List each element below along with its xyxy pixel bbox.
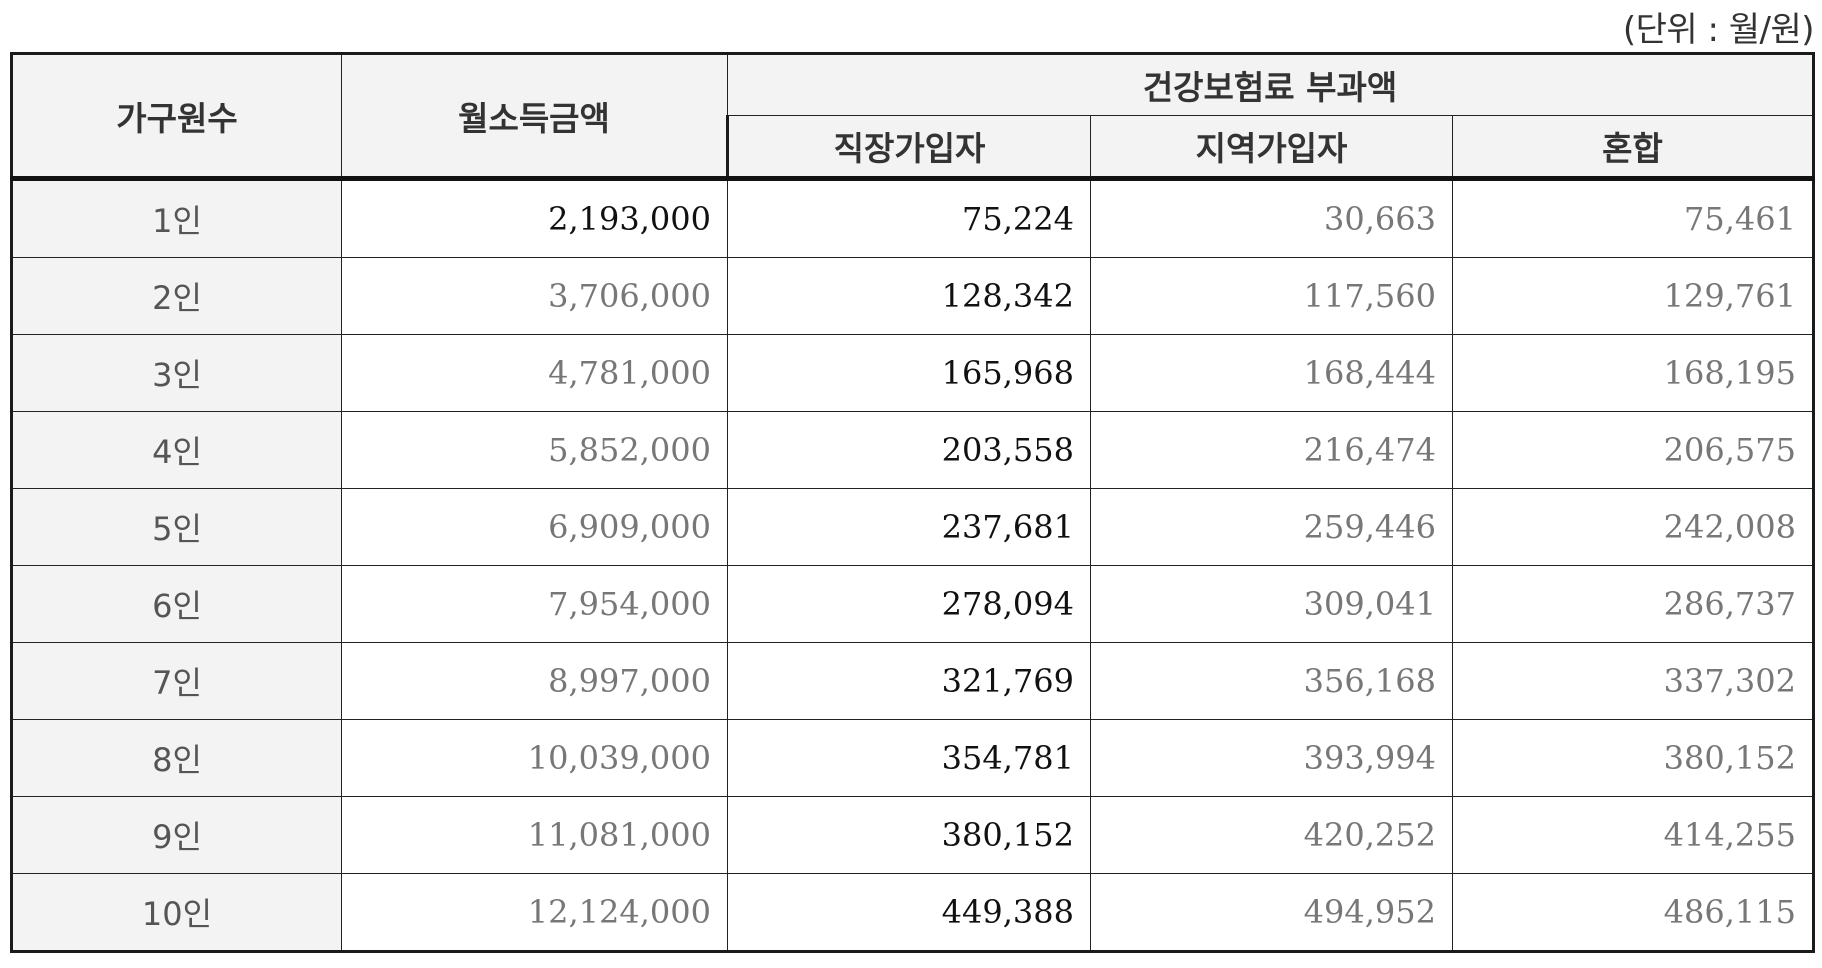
household-cell: 8인	[10, 719, 342, 797]
table-row: 3인 4,781,000 165,968 168,444 168,195	[10, 334, 1815, 412]
regional-cell: 117,560	[1090, 257, 1453, 335]
mixed-cell: 380,152	[1452, 719, 1815, 797]
mixed-cell: 242,008	[1452, 488, 1815, 566]
table-row: 10인 12,124,000 449,388 494,952 486,115	[10, 873, 1815, 953]
household-cell: 7인	[10, 642, 342, 720]
employee-cell: 449,388	[727, 873, 1091, 953]
income-cell: 2,193,000	[341, 178, 728, 258]
table-row: 6인 7,954,000 278,094 309,041 286,737	[10, 565, 1815, 643]
employee-cell: 278,094	[727, 565, 1091, 643]
header-premium-group: 건강보험료 부과액	[727, 52, 1815, 116]
table-row: 5인 6,909,000 237,681 259,446 242,008	[10, 488, 1815, 566]
income-cell: 11,081,000	[341, 796, 728, 874]
regional-cell: 420,252	[1090, 796, 1453, 874]
mixed-cell: 168,195	[1452, 334, 1815, 412]
household-cell: 1인	[10, 178, 342, 258]
income-cell: 10,039,000	[341, 719, 728, 797]
income-cell: 5,852,000	[341, 411, 728, 489]
header-income: 월소득금액	[341, 52, 728, 181]
table-row: 2인 3,706,000 128,342 117,560 129,761	[10, 257, 1815, 335]
employee-cell: 75,224	[727, 178, 1091, 258]
regional-cell: 259,446	[1090, 488, 1453, 566]
household-cell: 3인	[10, 334, 342, 412]
regional-cell: 216,474	[1090, 411, 1453, 489]
household-cell: 4인	[10, 411, 342, 489]
income-cell: 4,781,000	[341, 334, 728, 412]
mixed-cell: 286,737	[1452, 565, 1815, 643]
table-row: 4인 5,852,000 203,558 216,474 206,575	[10, 411, 1815, 489]
regional-cell: 30,663	[1090, 178, 1453, 258]
income-cell: 8,997,000	[341, 642, 728, 720]
employee-cell: 354,781	[727, 719, 1091, 797]
income-cell: 12,124,000	[341, 873, 728, 953]
unit-label: (단위 : 월/원)	[1622, 10, 1815, 50]
mixed-cell: 486,115	[1452, 873, 1815, 953]
header-regional: 지역가입자	[1090, 115, 1453, 181]
income-cell: 6,909,000	[341, 488, 728, 566]
employee-cell: 165,968	[727, 334, 1091, 412]
household-cell: 6인	[10, 565, 342, 643]
mixed-cell: 337,302	[1452, 642, 1815, 720]
regional-cell: 168,444	[1090, 334, 1453, 412]
mixed-cell: 129,761	[1452, 257, 1815, 335]
household-cell: 9인	[10, 796, 342, 874]
employee-cell: 237,681	[727, 488, 1091, 566]
table-row: 9인 11,081,000 380,152 420,252 414,255	[10, 796, 1815, 874]
income-cell: 7,954,000	[341, 565, 728, 643]
regional-cell: 309,041	[1090, 565, 1453, 643]
income-cell: 3,706,000	[341, 257, 728, 335]
employee-cell: 380,152	[727, 796, 1091, 874]
header-mixed: 혼합	[1452, 115, 1815, 181]
table-row: 7인 8,997,000 321,769 356,168 337,302	[10, 642, 1815, 720]
table-body: 1인 2,193,000 75,224 30,663 75,461 2인 3,7…	[10, 178, 1815, 953]
regional-cell: 393,994	[1090, 719, 1453, 797]
employee-cell: 203,558	[727, 411, 1091, 489]
header-household: 가구원수	[10, 52, 342, 181]
regional-cell: 494,952	[1090, 873, 1453, 953]
regional-cell: 356,168	[1090, 642, 1453, 720]
mixed-cell: 75,461	[1452, 178, 1815, 258]
header-employee: 직장가입자	[726, 115, 1091, 181]
mixed-cell: 206,575	[1452, 411, 1815, 489]
employee-cell: 128,342	[727, 257, 1091, 335]
table-row: 8인 10,039,000 354,781 393,994 380,152	[10, 719, 1815, 797]
table-row: 1인 2,193,000 75,224 30,663 75,461	[10, 178, 1815, 258]
employee-cell: 321,769	[727, 642, 1091, 720]
household-cell: 10인	[10, 873, 342, 953]
household-cell: 5인	[10, 488, 342, 566]
mixed-cell: 414,255	[1452, 796, 1815, 874]
table-header: 가구원수 월소득금액 건강보험료 부과액 직장가입자 지역가입자 혼합	[10, 52, 1815, 181]
household-cell: 2인	[10, 257, 342, 335]
health-insurance-table: 가구원수 월소득금액 건강보험료 부과액 직장가입자 지역가입자 혼합 1인 2…	[10, 52, 1815, 953]
